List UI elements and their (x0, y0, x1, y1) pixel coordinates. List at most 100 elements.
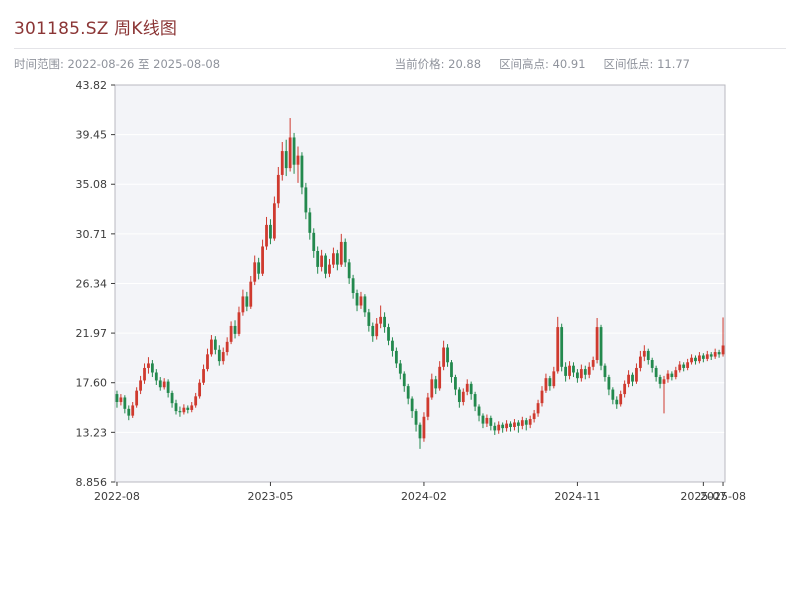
candle-body (430, 379, 434, 398)
candlestick (115, 390, 119, 408)
candle-body (489, 417, 493, 426)
candle-body (583, 369, 587, 375)
candle-body (481, 415, 485, 424)
candle-body (296, 155, 300, 165)
candlestick (454, 374, 457, 396)
candlestick (638, 350, 642, 372)
price-stats: 当前价格: 20.88 区间高点: 40.91 区间低点: 11.77 (395, 56, 786, 72)
candlestick (335, 249, 339, 271)
x-tick-label: 2025-08 (700, 490, 746, 503)
candlestick (469, 381, 473, 400)
candle-body (513, 422, 516, 427)
candlestick (178, 406, 182, 417)
range-low-value: 11.77 (657, 57, 690, 71)
candle-body (690, 357, 693, 363)
candlestick (709, 352, 713, 361)
candlestick (686, 358, 690, 371)
candle-body (485, 417, 489, 424)
candlestick (308, 207, 312, 240)
candlestick (276, 166, 280, 208)
candlestick (477, 404, 481, 422)
candle-body (497, 424, 501, 431)
candle-body (292, 137, 296, 165)
candlestick (446, 344, 449, 367)
candle-body (241, 296, 245, 313)
candlestick (548, 375, 552, 391)
candlestick (591, 356, 595, 371)
y-tick-label: 26.34 (76, 277, 108, 290)
candle-body (174, 403, 178, 412)
candlestick (391, 337, 394, 357)
candlestick (245, 291, 249, 312)
candlestick (237, 306, 241, 337)
candlestick (607, 374, 611, 396)
candle-body (532, 413, 536, 420)
candle-body (548, 378, 552, 387)
candlestick (328, 258, 331, 278)
candlestick (450, 360, 453, 383)
candle-body (367, 312, 371, 326)
candle-body (383, 316, 386, 328)
candle-body (237, 312, 241, 334)
candlestick (627, 370, 630, 388)
candle-body (713, 352, 717, 357)
candle-body (288, 137, 292, 169)
candlestick (355, 289, 359, 312)
candle-body (328, 264, 331, 274)
candle-body (147, 363, 150, 368)
candlestick (457, 387, 461, 408)
candle-body (351, 278, 355, 294)
candle-body (324, 255, 327, 274)
candle-body (418, 424, 422, 439)
candlestick (359, 291, 363, 309)
candlestick (363, 294, 367, 317)
candlestick (670, 371, 674, 381)
candlestick (135, 387, 139, 408)
candle-body (261, 246, 264, 274)
candle-body (276, 174, 280, 204)
candlestick (284, 139, 288, 177)
candlestick (296, 146, 300, 183)
candle-body (560, 327, 564, 367)
candlestick (556, 316, 560, 374)
y-tick-label: 17.60 (76, 377, 108, 390)
candle-body (229, 325, 233, 342)
candle-body (343, 241, 347, 263)
candle-body (257, 262, 261, 274)
current-price-value: 20.88 (448, 57, 482, 71)
candle-body (225, 341, 229, 353)
candlestick (717, 349, 721, 358)
candle-body (694, 357, 697, 362)
candle-body (123, 397, 127, 409)
candle-body (477, 406, 481, 416)
candle-body (698, 355, 701, 362)
candlestick (516, 420, 520, 433)
candle-body (363, 296, 367, 313)
y-tick-label: 8.856 (76, 476, 108, 489)
candle-body (450, 362, 453, 378)
candle-body (607, 377, 611, 390)
candlestick (560, 323, 564, 372)
candle-body (642, 350, 646, 357)
candle-body (406, 386, 410, 399)
candlestick (690, 354, 693, 365)
candlestick (210, 335, 213, 357)
subheader: 时间范围: 2022-08-26 至 2025-08-08 当前价格: 20.8… (0, 49, 800, 72)
candlestick (564, 362, 568, 382)
candle-body (587, 366, 591, 375)
candle-body (312, 232, 316, 252)
range-high-stat: 区间高点: 40.91 (499, 56, 585, 72)
candle-body (501, 424, 505, 429)
y-tick-label: 35.08 (76, 178, 108, 191)
candle-body (233, 325, 237, 334)
candlestick (497, 421, 501, 434)
candle-body (194, 396, 198, 406)
range-low-label: 区间低点: (603, 57, 654, 71)
candlestick (265, 216, 268, 250)
candle-body (284, 151, 288, 169)
candlestick (170, 390, 174, 408)
candlestick (320, 249, 324, 272)
candle-body (572, 365, 575, 373)
candlestick (154, 369, 158, 385)
candlestick (162, 378, 166, 390)
